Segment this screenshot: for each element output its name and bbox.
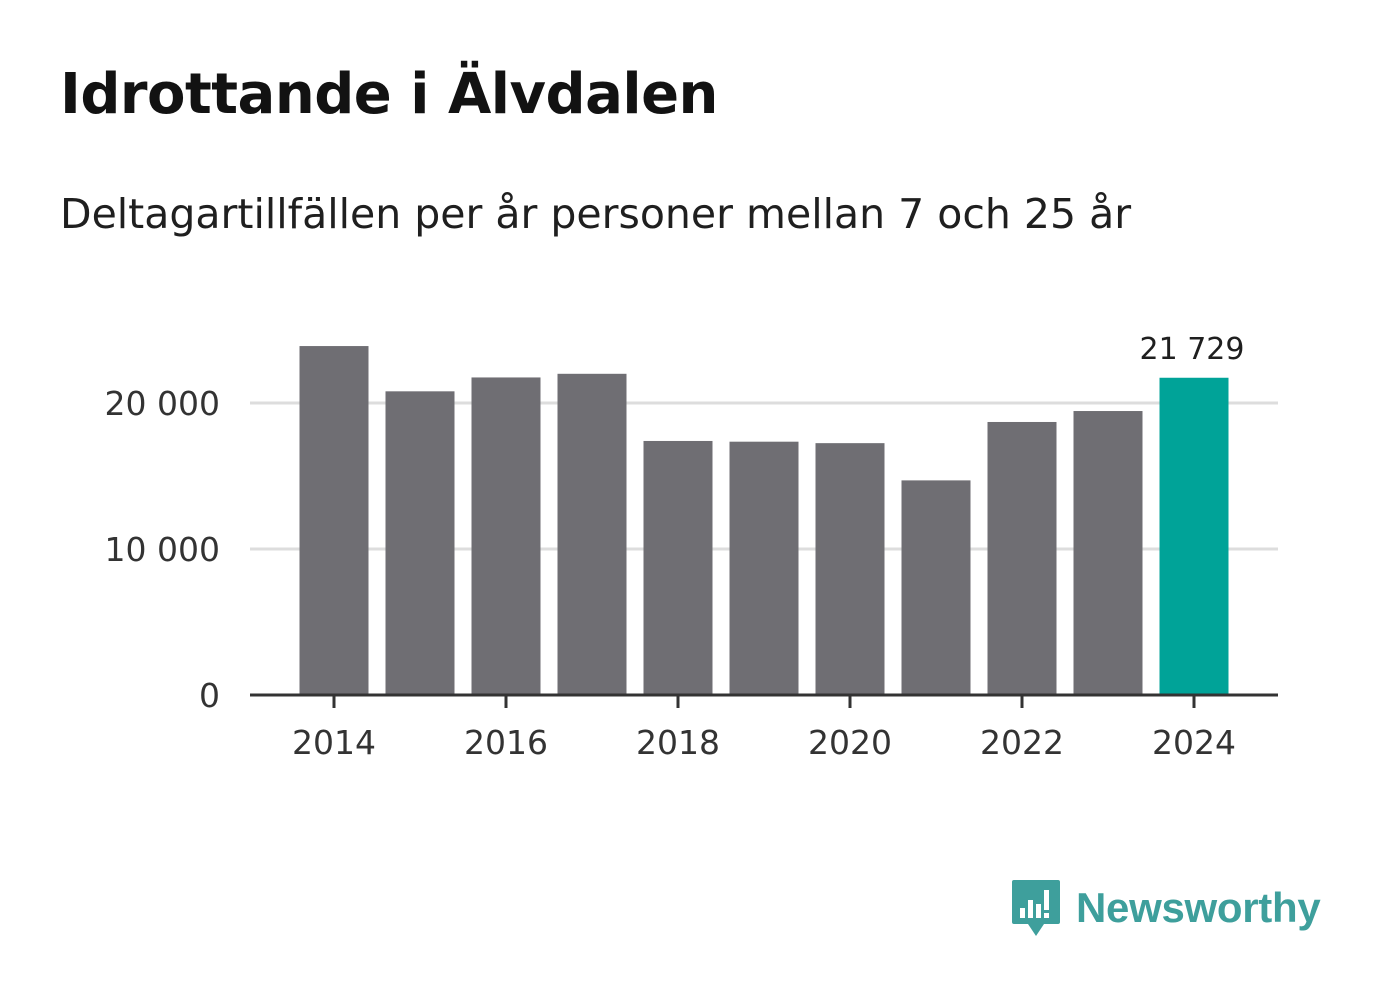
x-tick-label: 2022 xyxy=(980,723,1064,762)
y-tick-label: 10 000 xyxy=(105,530,220,569)
bar-2023 xyxy=(1073,411,1143,695)
bar-2021 xyxy=(901,480,971,695)
bars xyxy=(299,346,1229,695)
axes xyxy=(250,693,1278,708)
labels: 0 10 000 20 000 2014 2016 2018 2020 2022 2024 21 … xyxy=(105,332,1245,762)
y-tick-label: 0 xyxy=(199,676,220,715)
x-tick-label: 2016 xyxy=(464,723,548,762)
chart-title: Idrottande i Älvdalen xyxy=(60,62,718,127)
bar-2017 xyxy=(557,373,627,695)
bar-chart-speech-bubble-icon xyxy=(1012,880,1060,936)
bar-2016 xyxy=(471,377,541,695)
bar-2024 xyxy=(1159,377,1229,695)
x-tick-label: 2020 xyxy=(808,723,892,762)
bar-2014 xyxy=(299,346,369,695)
x-tick-label: 2024 xyxy=(1152,723,1236,762)
y-tick-label: 20 000 xyxy=(105,384,220,423)
bar-2022 xyxy=(987,421,1057,695)
bar-2020 xyxy=(815,443,885,695)
brand-name: Newsworthy xyxy=(1076,884,1321,931)
data-label: 21 729 xyxy=(1140,332,1245,367)
bar-2015 xyxy=(385,391,455,695)
bar-2018 xyxy=(643,440,713,695)
bar-2019 xyxy=(729,441,799,695)
x-tick-label: 2014 xyxy=(292,723,376,762)
chart-subtitle: Deltagartillfällen per år personer mella… xyxy=(60,190,1132,238)
x-tick-label: 2018 xyxy=(636,723,720,762)
newsworthy-logo: Newsworthy xyxy=(1010,878,1321,938)
